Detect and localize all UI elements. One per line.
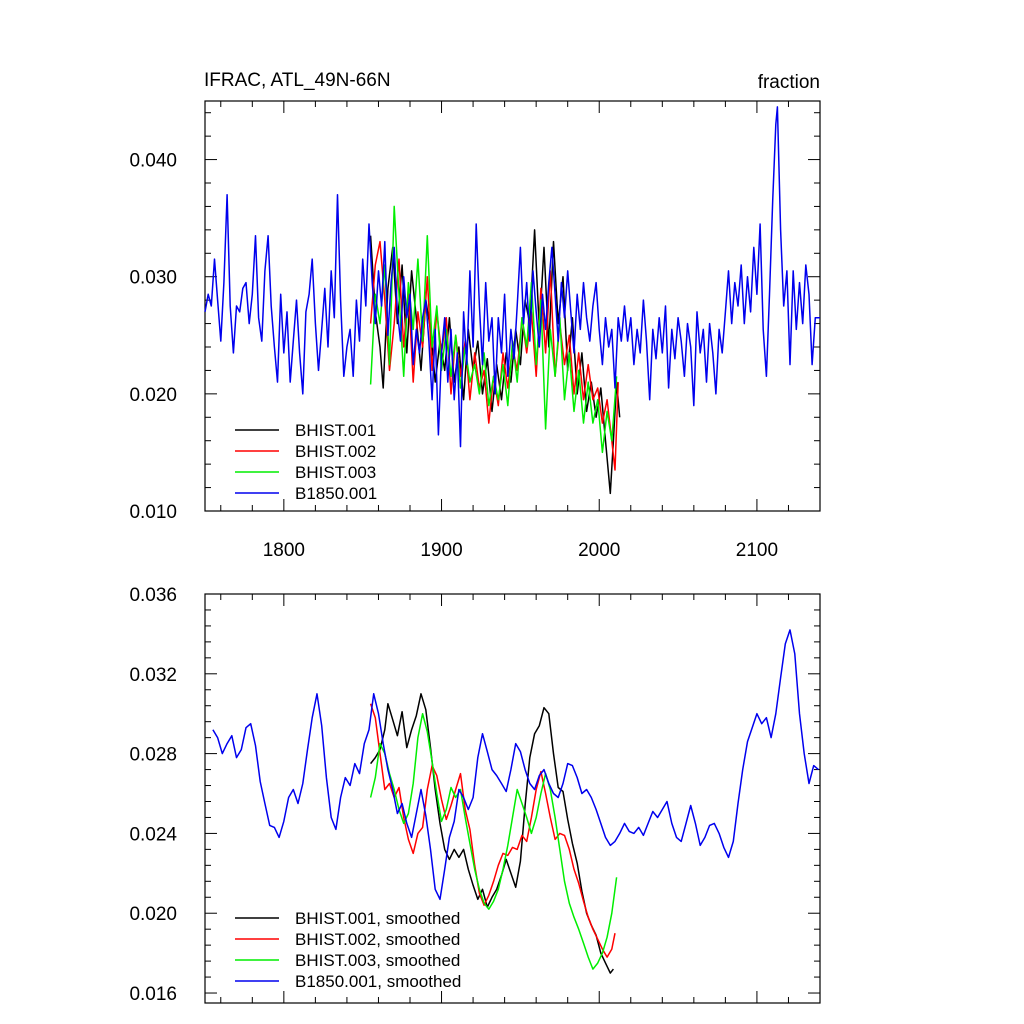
plot-frame bbox=[204, 100, 821, 512]
legend-label: BHIST.002, smoothed bbox=[295, 930, 460, 949]
y-tick-label: 0.030 bbox=[129, 268, 177, 289]
y-tick-label: 0.036 bbox=[129, 585, 177, 606]
y-tick-label: 0.028 bbox=[129, 745, 177, 766]
x-tick-label: 1900 bbox=[420, 540, 462, 561]
legend-label: BHIST.001 bbox=[295, 421, 376, 440]
y-tick-label: 0.020 bbox=[129, 904, 177, 925]
y-tick-label: 0.024 bbox=[129, 824, 177, 845]
legend-label: B1850.001 bbox=[295, 484, 377, 503]
bottom-panel: 0.016 0.020 0.024 0.028 0.032 0.036 BHIST.001,… bbox=[129, 585, 821, 1005]
series-line-2 bbox=[369, 703, 616, 958]
legend-label: BHIST.003 bbox=[295, 463, 376, 482]
y-tick-label: 0.020 bbox=[129, 385, 177, 406]
x-tick-label: 2000 bbox=[578, 540, 620, 561]
plot-frame bbox=[204, 593, 821, 1004]
legend-label: BHIST.001, smoothed bbox=[295, 909, 460, 928]
legend-label: BHIST.003, smoothed bbox=[295, 951, 460, 970]
y-tick-label: 0.032 bbox=[129, 665, 177, 686]
y-tick-label: 0.010 bbox=[129, 502, 177, 523]
series-line-4 bbox=[204, 106, 820, 448]
top-panel: IFRAC, ATL_49N-66N fraction 1800 1900 2000… bbox=[129, 70, 821, 561]
x-tick-label: 2100 bbox=[736, 540, 778, 561]
series-line-3 bbox=[369, 712, 618, 970]
y-tick-label: 0.040 bbox=[129, 151, 177, 172]
y-tick-label: 0.016 bbox=[129, 984, 177, 1005]
series-line-1 bbox=[369, 229, 621, 495]
x-tick-label: 1800 bbox=[263, 540, 305, 561]
legend-label: BHIST.002 bbox=[295, 442, 376, 461]
series-line-1 bbox=[370, 693, 614, 974]
chart-title: IFRAC, ATL_49N-66N bbox=[204, 70, 391, 91]
legend-label: B1850.001, smoothed bbox=[295, 972, 461, 991]
units-label: fraction bbox=[758, 72, 820, 93]
series-line-4 bbox=[212, 629, 819, 901]
